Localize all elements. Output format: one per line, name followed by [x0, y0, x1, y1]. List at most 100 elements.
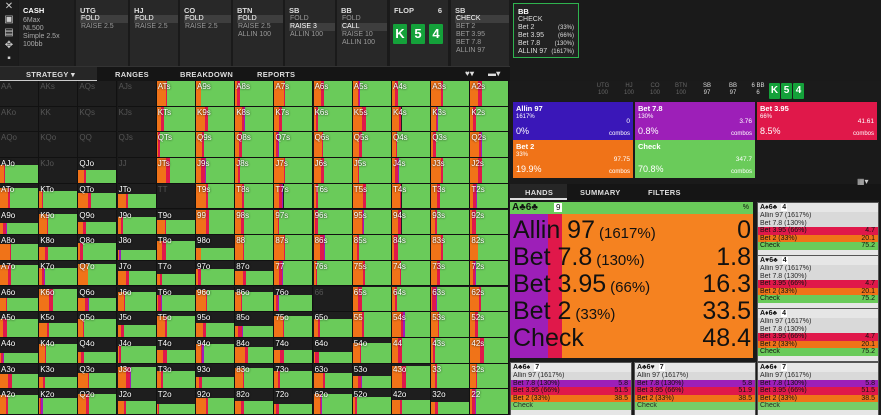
position-action-option[interactable]: RAISE 2.5: [185, 23, 218, 30]
range-cell[interactable]: T2s: [470, 183, 510, 210]
range-cell[interactable]: 95s: [352, 209, 392, 235]
range-cell[interactable]: 86o: [235, 286, 275, 313]
tab-breakdown[interactable]: BREAKDOWN: [180, 70, 234, 79]
range-cell[interactable]: Q7o: [78, 260, 118, 287]
range-cell[interactable]: KJs: [117, 106, 157, 133]
save-icon[interactable]: ▣: [4, 14, 14, 25]
range-cell[interactable]: 97s: [274, 209, 314, 235]
range-cell[interactable]: 83s: [431, 235, 471, 261]
sb-allin[interactable]: ALLIN 97: [456, 47, 486, 54]
range-cell[interactable]: T5o: [156, 312, 196, 338]
range-cell[interactable]: 62o: [313, 389, 353, 415]
range-cell[interactable]: 63s: [431, 286, 471, 313]
position-panel-bb[interactable]: BB FOLD CALL RAISE 10 ALLIN 100: [337, 0, 387, 66]
action-summary-allin-97[interactable]: Allin 97 1617% 0% 0 combos: [513, 102, 633, 140]
range-cell[interactable]: J4s: [392, 158, 431, 184]
range-cell[interactable]: 43s: [431, 338, 471, 364]
range-cell[interactable]: 53o: [352, 363, 392, 390]
range-cell[interactable]: T7s: [274, 183, 314, 210]
range-cell[interactable]: AQo: [0, 132, 39, 158]
range-cell[interactable]: 95o: [196, 312, 235, 338]
range-cell[interactable]: AJs: [117, 81, 157, 107]
range-cell[interactable]: A9s: [196, 81, 235, 107]
range-cell[interactable]: 65o: [313, 312, 353, 338]
range-cell[interactable]: QTo: [78, 183, 118, 210]
range-cell[interactable]: 85o: [235, 312, 275, 338]
range-cell[interactable]: 74o: [274, 338, 314, 364]
range-cell[interactable]: 53s: [431, 312, 471, 338]
range-cell[interactable]: Q3o: [78, 363, 118, 390]
range-cell[interactable]: K9s: [196, 106, 235, 133]
range-cell[interactable]: K8s: [235, 106, 275, 133]
heart-icon[interactable]: ♥▾: [465, 69, 475, 78]
combo-card[interactable]: A♣6♥ 7 Allin 97 (1617%) Bet 7.8 (130%) 5.8 Be…: [634, 362, 756, 415]
sb-action-panel[interactable]: SB CHECK BET 2 BET 3.95 BET 7.8 ALLIN 97: [451, 0, 509, 66]
range-cell[interactable]: J7s: [274, 158, 314, 184]
range-cell[interactable]: 75s: [352, 260, 392, 287]
combo-card[interactable]: A♣6♦ 7 Allin 97 (1617%) Bet 7.8 (130%) 5.8 Be…: [757, 362, 879, 415]
range-cell[interactable]: A8s: [235, 81, 275, 107]
range-cell[interactable]: TT: [156, 183, 196, 210]
range-cell[interactable]: Q5o: [78, 312, 118, 338]
range-cell[interactable]: 97o: [196, 260, 235, 287]
action-summary-bet-2[interactable]: Bet 2 33% 19.9% 97.75 combos: [513, 140, 633, 178]
range-cell[interactable]: K5s: [352, 106, 392, 133]
range-cell[interactable]: A9o: [0, 209, 39, 235]
range-cell[interactable]: J5o: [117, 312, 157, 338]
range-cell[interactable]: 52o: [352, 389, 392, 415]
range-cell[interactable]: 96o: [196, 286, 235, 313]
move-icon[interactable]: ✥: [4, 40, 14, 51]
position-action-option[interactable]: RAISE 2.5: [135, 23, 168, 30]
range-cell[interactable]: Q8s: [235, 132, 275, 158]
range-cell[interactable]: K6s: [313, 106, 353, 133]
range-cell[interactable]: 96s: [313, 209, 353, 235]
range-cell[interactable]: J6o: [117, 286, 157, 313]
range-cell[interactable]: Q6s: [313, 132, 353, 158]
range-cell[interactable]: 64s: [392, 286, 431, 313]
range-cell[interactable]: 99: [196, 209, 235, 235]
range-cell[interactable]: T6o: [156, 286, 196, 313]
range-cell[interactable]: 32o: [431, 389, 471, 415]
range-cell[interactable]: T3o: [156, 363, 196, 390]
range-cell[interactable]: 54o: [352, 338, 392, 364]
range-cell[interactable]: AJo: [0, 158, 39, 184]
range-cell[interactable]: 98s: [235, 209, 275, 235]
range-cell[interactable]: AQs: [78, 81, 118, 107]
sb-bet-78[interactable]: BET 7.8: [456, 39, 482, 46]
range-cell[interactable]: 94o: [196, 338, 235, 364]
range-cell[interactable]: 73s: [431, 260, 471, 287]
range-cell[interactable]: 85s: [352, 235, 392, 261]
range-cell[interactable]: T9s: [196, 183, 235, 210]
position-action-option[interactable]: FOLD: [184, 15, 231, 23]
range-cell[interactable]: 55: [352, 312, 392, 338]
range-cell[interactable]: 77: [274, 260, 314, 287]
range-cell[interactable]: 33: [431, 363, 471, 390]
range-cell[interactable]: ATo: [0, 183, 39, 210]
range-cell[interactable]: KK: [39, 106, 79, 133]
position-panel-utg[interactable]: UTG FOLD RAISE 2.5: [76, 0, 128, 66]
position-action-option[interactable]: RAISE 2.5: [238, 23, 271, 30]
bb-action-option[interactable]: ALLIN 97 (1617%): [518, 48, 578, 56]
position-action-option[interactable]: FOLD: [134, 15, 178, 23]
range-cell[interactable]: K7o: [39, 260, 79, 287]
range-cell[interactable]: Q9o: [78, 209, 118, 235]
range-cell[interactable]: 92s: [470, 209, 510, 235]
range-cell[interactable]: JJ: [117, 158, 157, 184]
tab-hands[interactable]: HANDS: [510, 184, 567, 200]
range-cell[interactable]: T4s: [392, 183, 431, 210]
bb-action-panel[interactable]: BB CHECK Bet 2 (33%) Bet 3.95 (66%) Bet 7.8 (1…: [513, 3, 579, 58]
range-cell[interactable]: 66: [313, 286, 353, 313]
range-cell[interactable]: K2o: [39, 389, 79, 415]
range-cell[interactable]: QQ: [78, 132, 118, 158]
range-cell[interactable]: K7s: [274, 106, 314, 133]
range-cell[interactable]: T4o: [156, 338, 196, 364]
range-cell[interactable]: 92o: [196, 389, 235, 415]
range-cell[interactable]: 84o: [235, 338, 275, 364]
position-action-option[interactable]: ALLIN 100: [238, 31, 272, 38]
range-cell[interactable]: 83o: [235, 363, 275, 390]
combo-card[interactable]: A♥6♣ 4 Allin 97 (1617%) Bet 7.8 (130%) Bet 3…: [757, 255, 879, 309]
grid-icon[interactable]: ▦▾: [857, 177, 869, 186]
flop-panel[interactable]: FLOP 6 K 5 4: [390, 0, 448, 66]
range-cell[interactable]: QJo: [78, 158, 118, 184]
range-cell[interactable]: J3o: [117, 363, 157, 390]
